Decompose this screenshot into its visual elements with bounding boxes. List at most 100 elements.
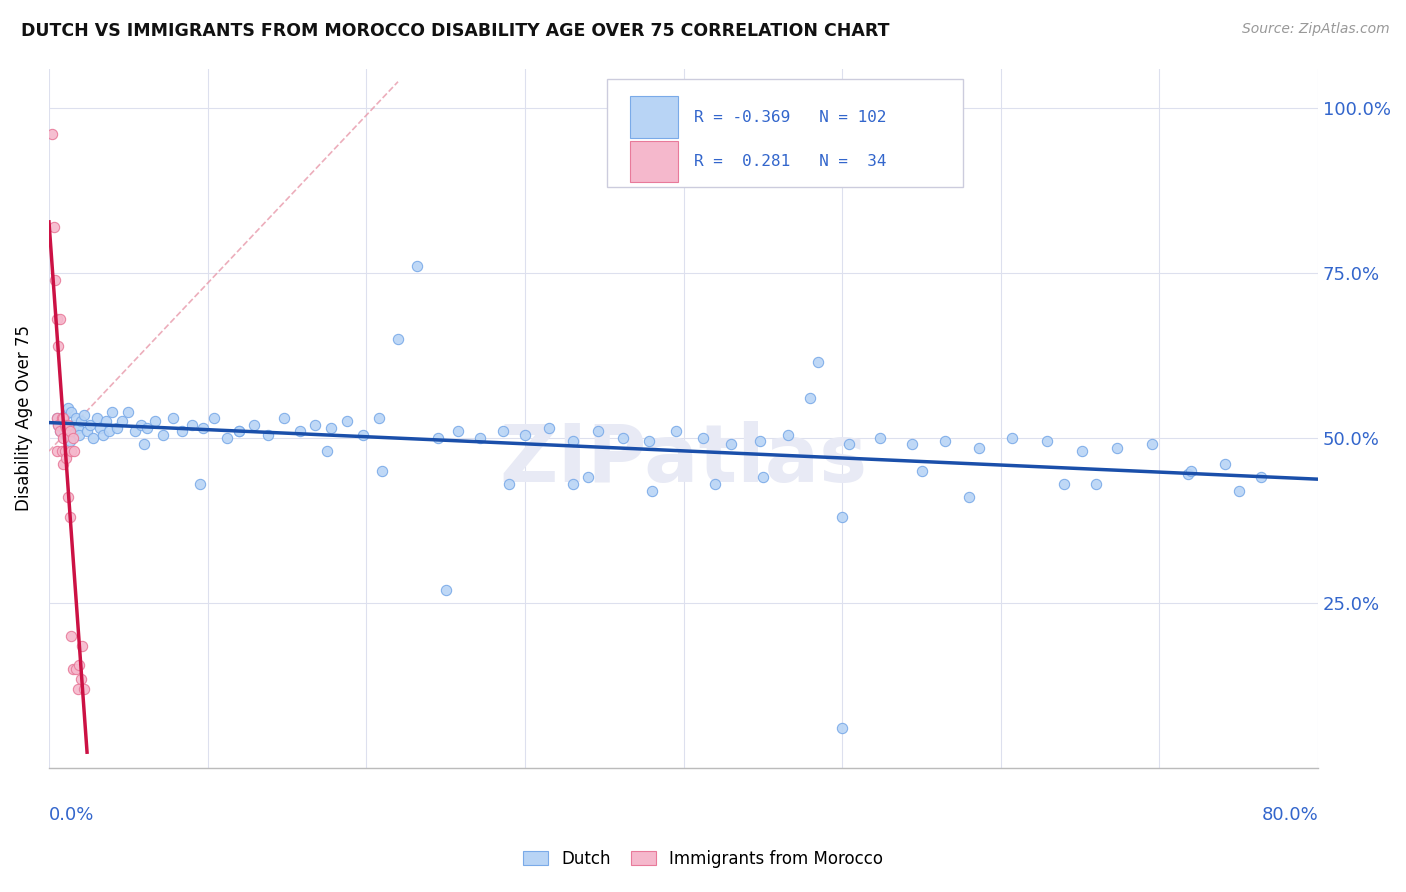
Point (51, 444, 73, 458)
Point (49, 425, 72, 439)
Point (371, 464, 394, 478)
Point (704, 477, 727, 491)
Point (1180, 464, 1202, 478)
Point (1250, 470, 1272, 484)
Point (202, 411, 225, 425)
Point (426, 431, 449, 445)
Point (692, 431, 714, 445)
Point (321, 421, 343, 435)
Point (1001, 431, 1024, 445)
Point (49, 425, 72, 439)
Point (641, 483, 664, 498)
Point (117, 404, 139, 418)
Point (55, 427, 77, 442)
Point (1213, 457, 1236, 471)
Point (52, 431, 75, 445)
Point (44, 272, 66, 286)
Point (45, 312, 67, 326)
Text: DUTCH VS IMMIGRANTS FROM MOROCCO DISABILITY AGE OVER 75 CORRELATION CHART: DUTCH VS IMMIGRANTS FROM MOROCCO DISABIL… (21, 22, 890, 40)
Point (215, 431, 238, 445)
Point (51, 414, 73, 428)
Point (66, 421, 89, 435)
Point (957, 490, 980, 504)
Point (288, 425, 311, 439)
Point (1053, 477, 1076, 491)
Bar (630, 96, 679, 138)
Point (55, 421, 77, 435)
Point (136, 421, 159, 435)
Point (58, 434, 80, 449)
Point (336, 414, 359, 428)
Y-axis label: Disability Age Over 75: Disability Age Over 75 (15, 325, 32, 511)
Point (143, 414, 166, 428)
Point (94, 414, 117, 428)
Point (934, 434, 956, 449)
Point (561, 477, 583, 491)
Point (73, 681, 96, 696)
Point (665, 425, 688, 439)
Point (172, 425, 194, 439)
Point (111, 414, 134, 428)
Point (51, 411, 73, 425)
Point (62, 431, 84, 445)
Point (60, 404, 83, 418)
Point (1227, 483, 1250, 498)
Point (492, 425, 515, 439)
Point (60, 629, 83, 643)
Point (58, 425, 80, 439)
Point (838, 437, 860, 451)
Point (53, 408, 76, 422)
Point (69, 414, 91, 428)
Point (98, 425, 121, 439)
Point (58, 510, 80, 524)
Point (89, 421, 111, 435)
Point (79, 417, 101, 432)
Point (406, 260, 429, 274)
Point (45, 411, 67, 425)
Point (67, 658, 90, 673)
Point (1177, 467, 1199, 482)
Point (752, 470, 775, 484)
Text: R = -0.369   N = 102: R = -0.369 N = 102 (693, 110, 886, 125)
Point (368, 411, 391, 425)
Point (257, 427, 280, 442)
Point (134, 437, 156, 451)
Point (124, 425, 146, 439)
Point (831, 510, 853, 524)
Point (228, 425, 250, 439)
Point (152, 427, 174, 442)
Point (56, 490, 79, 504)
Point (67, 427, 90, 442)
Text: R =  0.281   N =  34: R = 0.281 N = 34 (693, 154, 886, 169)
Point (82, 431, 104, 445)
Point (1105, 441, 1128, 455)
Point (537, 421, 560, 435)
Point (807, 355, 830, 369)
Point (105, 421, 128, 435)
Point (63, 444, 86, 458)
Point (778, 427, 800, 442)
Text: 80.0%: 80.0% (1261, 806, 1319, 824)
Point (52, 457, 75, 471)
Point (53, 417, 76, 432)
Point (41, 128, 63, 142)
Point (352, 427, 374, 442)
Point (720, 437, 742, 451)
FancyBboxPatch shape (607, 79, 963, 187)
Point (304, 417, 326, 432)
Bar (630, 141, 679, 183)
Point (55, 450, 77, 465)
Legend: Dutch, Immigrants from Morocco: Dutch, Immigrants from Morocco (516, 844, 890, 875)
Point (1070, 444, 1092, 458)
Point (447, 425, 470, 439)
Point (52, 411, 75, 425)
Point (434, 582, 457, 597)
Point (180, 417, 202, 432)
Point (53, 444, 76, 458)
Point (831, 721, 853, 735)
Point (91, 427, 114, 442)
Point (498, 477, 520, 491)
Point (56, 401, 79, 416)
Point (48, 338, 70, 352)
Point (637, 434, 659, 449)
